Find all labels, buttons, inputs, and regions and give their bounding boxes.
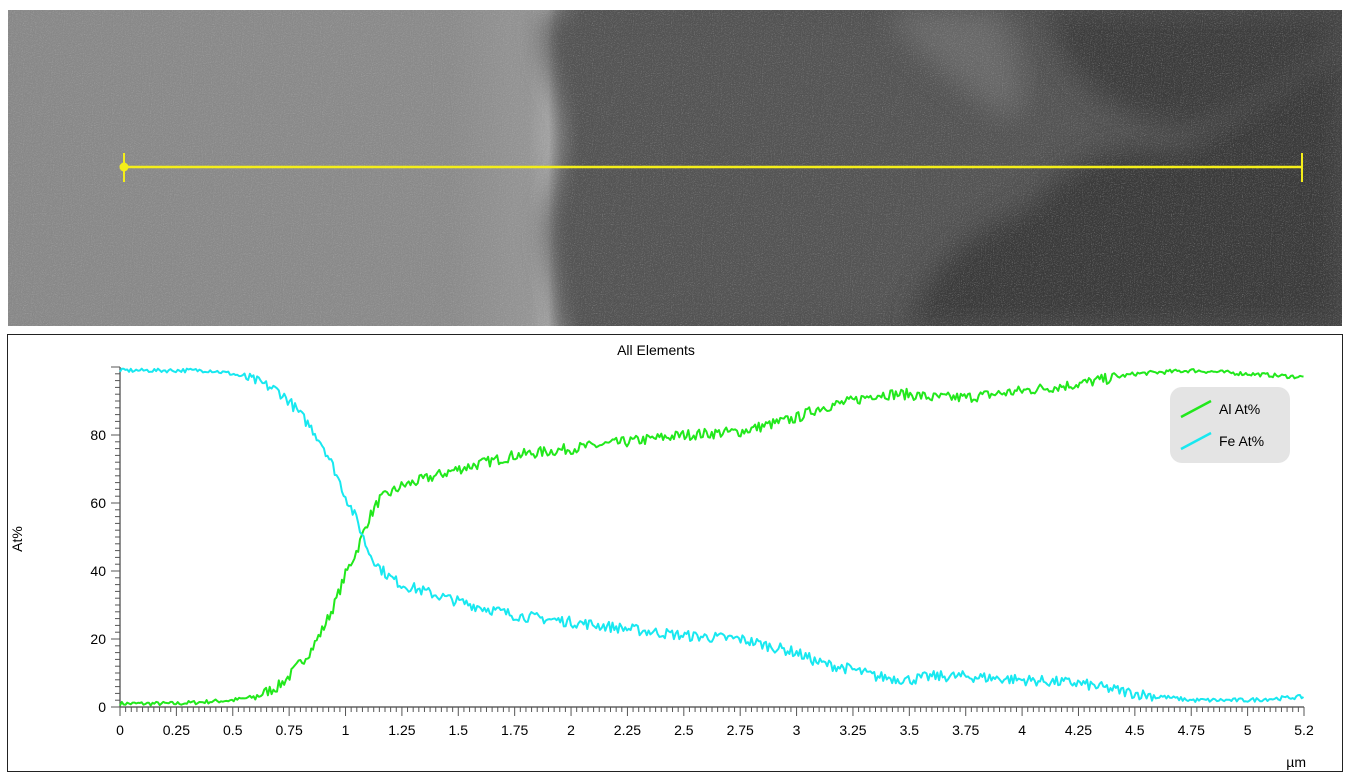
x-tick-label: 3: [793, 722, 801, 738]
x-tick-label: 0.5: [223, 722, 243, 738]
x-tick-label: 2.5: [674, 722, 694, 738]
chart-title: All Elements: [617, 342, 695, 358]
series-line-al: [119, 368, 1304, 707]
x-tick-label: 3.5: [900, 722, 920, 738]
legend-box: [1170, 387, 1290, 463]
x-tick-label: 5: [1244, 722, 1252, 738]
x-tick-label: 1.25: [388, 722, 415, 738]
y-axis-title: At%: [9, 526, 25, 552]
x-tick-label: 1.75: [501, 722, 528, 738]
x-tick-label: 4: [1018, 722, 1026, 738]
x-tick-label: 5.2: [1294, 722, 1314, 738]
legend-label: Al At%: [1219, 401, 1260, 417]
chart-legend[interactable]: Al At% Fe At%: [1170, 387, 1290, 463]
chart-axes: 0 0.25 0.5 0.75 1 1.25 1.5 1.75 2 2.25 2.5 2.75 3 3.2…: [90, 366, 1314, 738]
legend-label: Fe At%: [1219, 433, 1264, 449]
x-tick-label: 1: [342, 722, 350, 738]
series-line-fe: [119, 367, 1305, 703]
y-tick-label: 0: [98, 699, 106, 715]
y-tick-label: 40: [90, 563, 106, 579]
line-chart: All Elements At% µm 0 0.25 0.5 0.75 1 1.25 1.5…: [9, 342, 1314, 770]
y-tick-label: 80: [90, 427, 106, 443]
y-tick-label: 60: [90, 495, 106, 511]
x-tick-label: 2: [567, 722, 575, 738]
x-tick-label: 4.75: [1178, 722, 1205, 738]
chart-series: [119, 367, 1305, 707]
y-tick-label: 20: [90, 631, 106, 647]
x-tick-label: 4.25: [1065, 722, 1092, 738]
x-tick-label: 3.75: [952, 722, 979, 738]
legend-swatch: [1180, 431, 1212, 451]
legend-swatch: [1180, 399, 1212, 419]
x-tick-label: 3.25: [839, 722, 866, 738]
x-tick-label: 0.25: [163, 722, 190, 738]
x-tick-label: 4.5: [1125, 722, 1145, 738]
x-tick-label: 1.5: [449, 722, 469, 738]
x-tick-label: 2.25: [614, 722, 641, 738]
x-tick-label: 2.75: [727, 722, 754, 738]
x-tick-label: 0: [116, 722, 124, 738]
linescan-marker[interactable]: [119, 153, 1303, 182]
x-tick-label: 0.75: [276, 722, 303, 738]
sem-micrograph: [8, 10, 1342, 326]
linescan-start-handle[interactable]: [119, 162, 129, 172]
x-axis-unit: µm: [1286, 754, 1306, 770]
linescan-chart-panel: All Elements At% µm 0 0.25 0.5 0.75 1 1.25 1.5…: [7, 334, 1343, 772]
